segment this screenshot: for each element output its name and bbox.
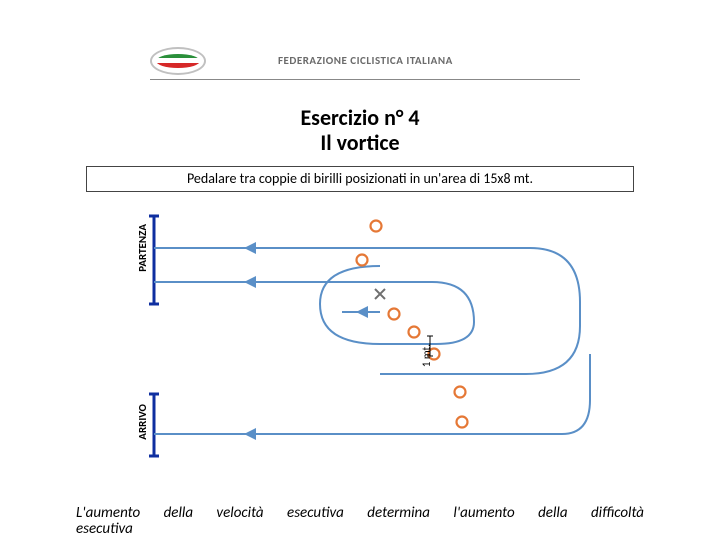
diagram: PARTENZA ARRIVO 1 mt. bbox=[130, 204, 600, 474]
arrivo-label: ARRIVO bbox=[136, 404, 149, 440]
gap-label: 1 mt. bbox=[420, 344, 433, 367]
exercise-number: Esercizio n° 4 bbox=[0, 104, 720, 131]
partenza-label: PARTENZA bbox=[136, 224, 149, 272]
federation-logo bbox=[150, 43, 260, 79]
title-block: Esercizio n° 4 Il vortice bbox=[0, 104, 720, 156]
instruction-box: Pedalare tra coppie di birilli posiziona… bbox=[86, 166, 634, 192]
footer-cutoff: esecutiva bbox=[76, 520, 133, 538]
exercise-name: Il vortice bbox=[0, 129, 720, 156]
header: FEDERAZIONE CICLISTICA ITALIANA bbox=[150, 42, 580, 80]
footer-note: L'aumento della velocità esecutiva deter… bbox=[76, 504, 644, 522]
logo-stripes bbox=[156, 54, 200, 68]
federation-name: FEDERAZIONE CICLISTICA ITALIANA bbox=[278, 54, 453, 67]
course-svg bbox=[130, 204, 600, 474]
